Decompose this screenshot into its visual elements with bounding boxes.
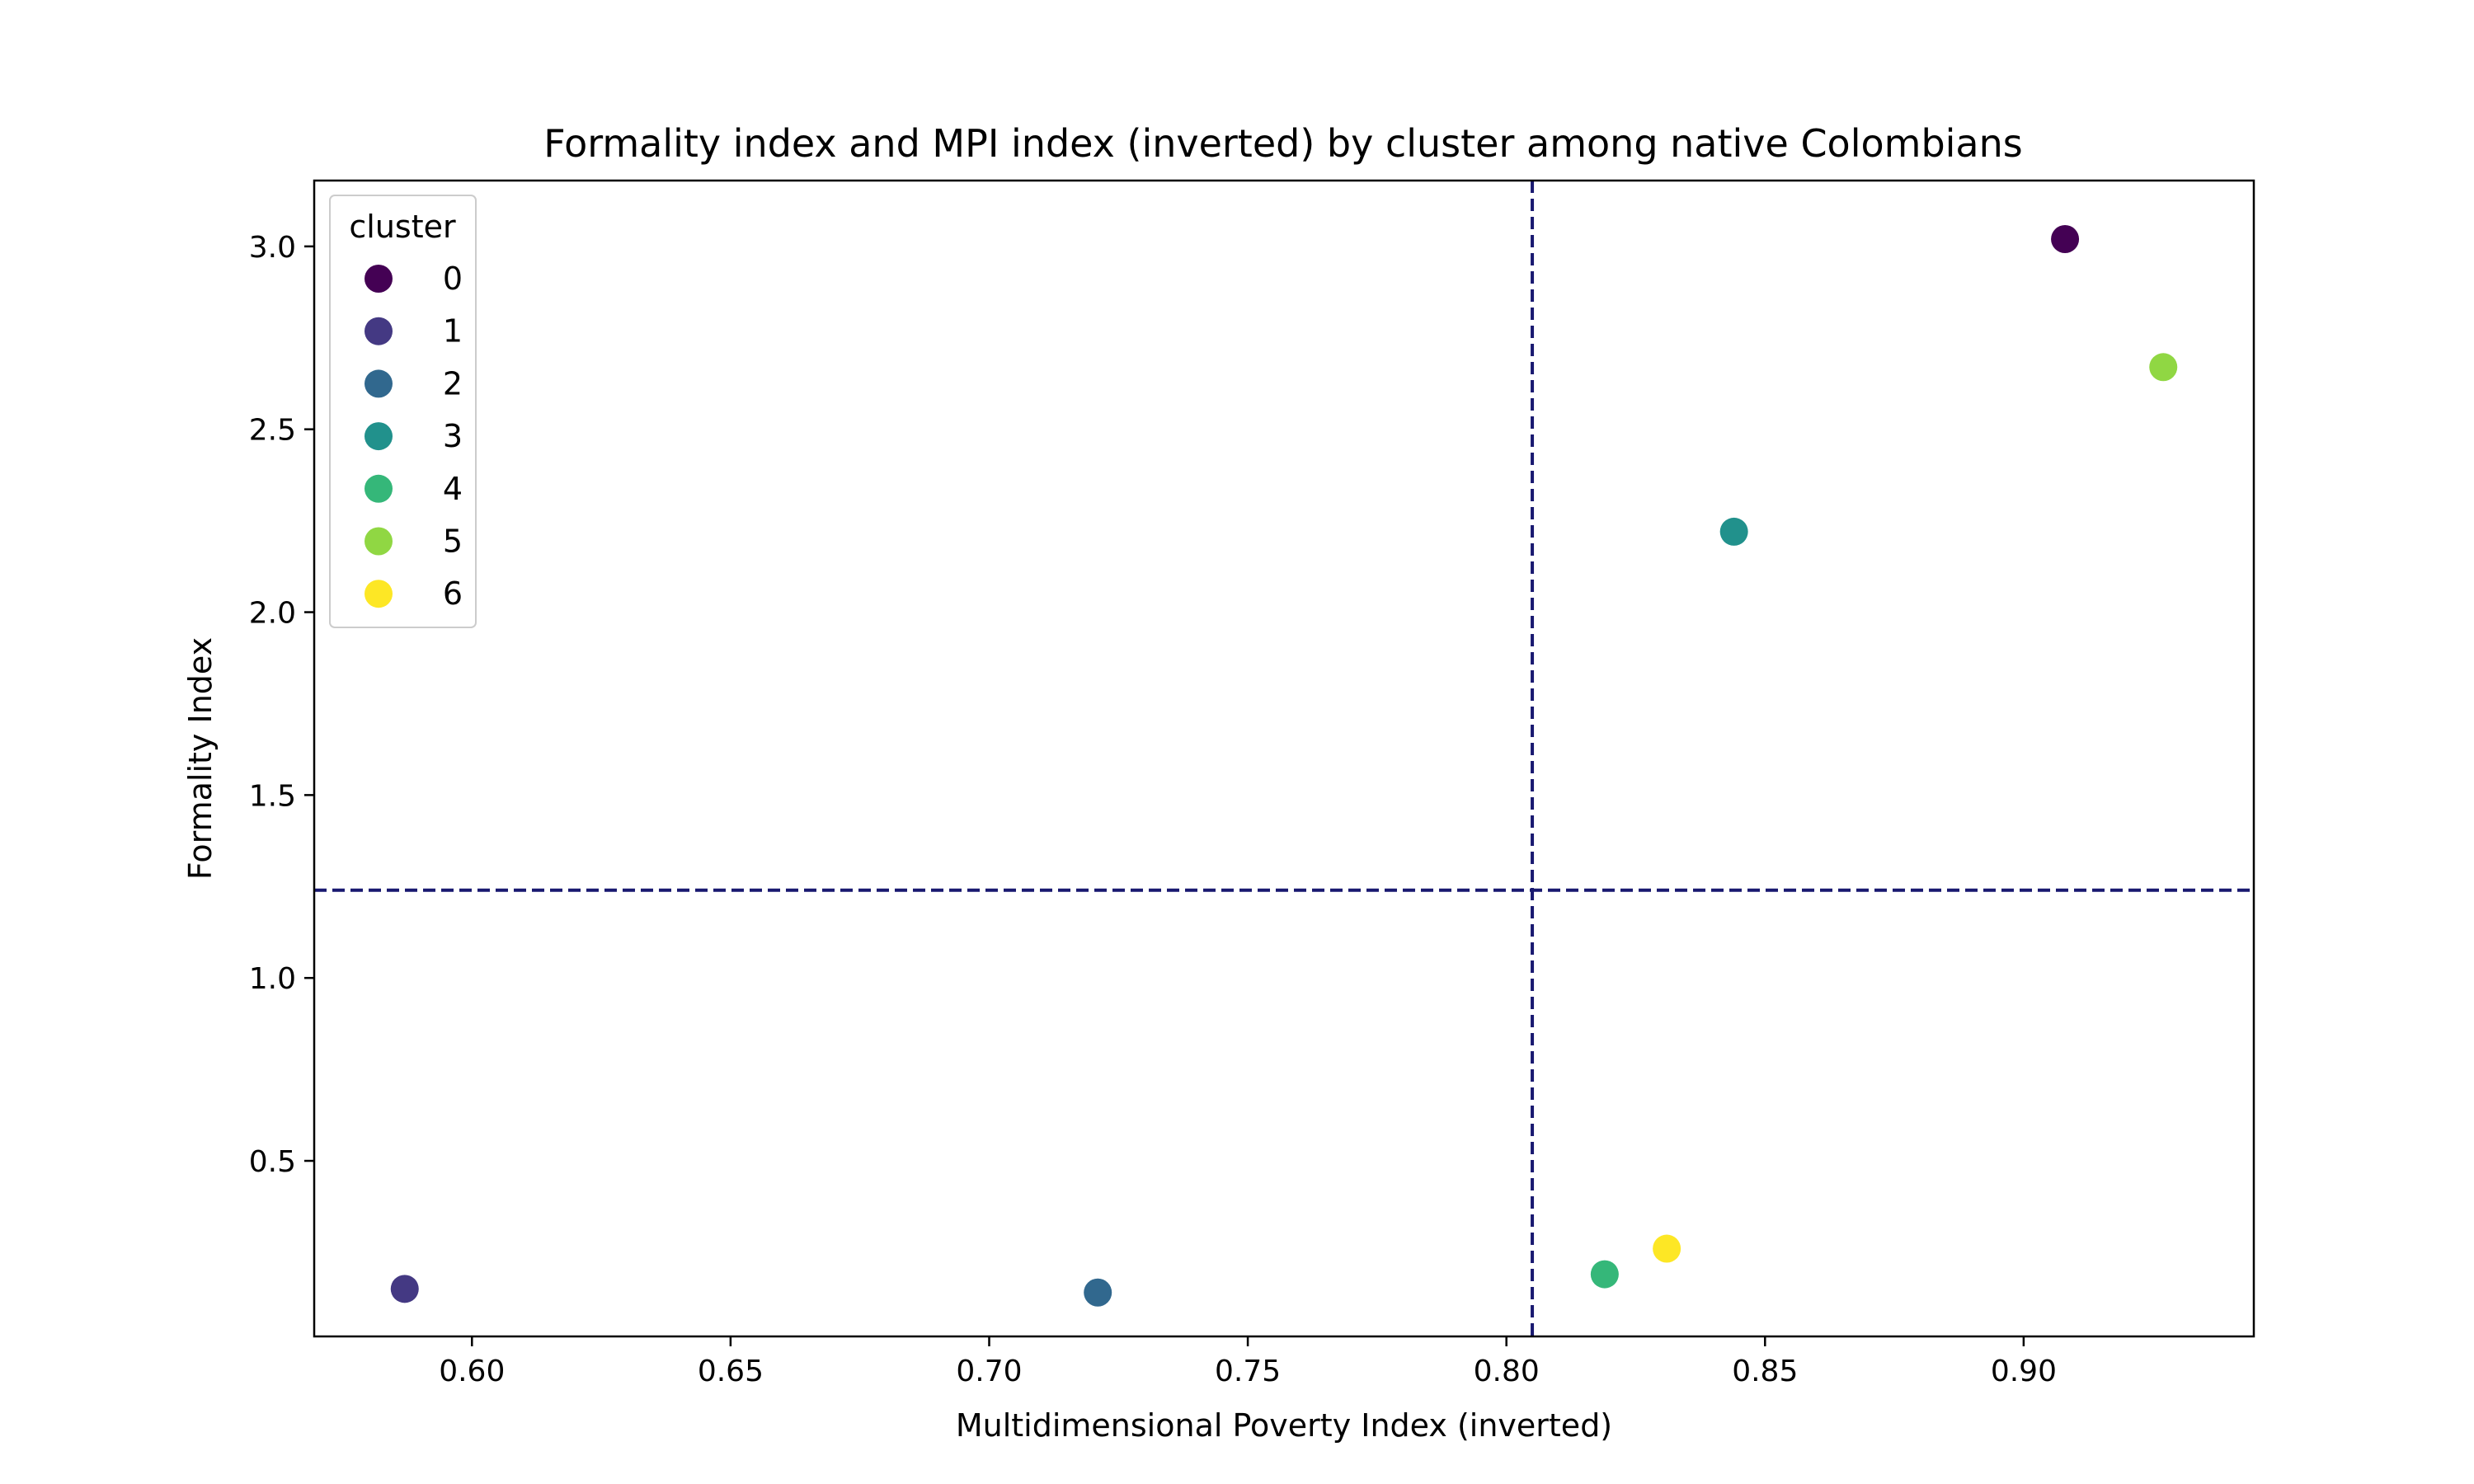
x-tick-label: 0.90 (1991, 1355, 2057, 1388)
legend-marker-cluster-2 (365, 369, 393, 398)
data-point-cluster-5 (2149, 353, 2178, 382)
y-tick-label: 2.0 (249, 597, 296, 631)
legend-marker-cluster-0 (365, 265, 393, 293)
chart-title: Formality index and MPI index (inverted)… (543, 121, 2022, 166)
data-point-cluster-6 (1653, 1234, 1681, 1263)
x-tick-label: 0.80 (1474, 1355, 1540, 1388)
y-tick-label: 1.0 (249, 962, 296, 996)
legend-marker-cluster-3 (365, 422, 393, 451)
legend-frame (329, 195, 477, 628)
legend-label-cluster-5: 5 (443, 524, 463, 560)
legend-label-cluster-0: 0 (443, 261, 463, 297)
x-tick-label: 0.75 (1215, 1355, 1281, 1388)
legend-label-cluster-2: 2 (443, 365, 463, 402)
x-tick-label: 0.65 (698, 1355, 764, 1388)
legend-title: cluster (349, 209, 456, 245)
y-tick-label: 0.5 (249, 1145, 296, 1179)
x-tick-label: 0.60 (439, 1355, 505, 1388)
legend-label-cluster-6: 6 (443, 575, 463, 612)
data-point-cluster-1 (390, 1275, 419, 1303)
legend-marker-cluster-1 (365, 317, 393, 345)
y-tick-label: 2.5 (249, 414, 296, 448)
y-axis-label: Formality Index (182, 637, 219, 880)
plot-area-frame (313, 179, 2255, 1338)
reference-lines (314, 181, 2254, 1336)
legend-label-cluster-4: 4 (443, 471, 463, 507)
y-axis-ticks: 0.5 1.0 1.5 2.0 2.5 3.0 (249, 231, 314, 1179)
x-tick-label: 0.85 (1732, 1355, 1798, 1388)
data-point-cluster-4 (1590, 1260, 1619, 1289)
y-tick-label: 1.5 (249, 779, 296, 813)
y-tick-label: 3.0 (249, 231, 296, 265)
data-point-cluster-0 (2051, 224, 2080, 253)
legend-label-cluster-1: 1 (443, 313, 463, 350)
legend-marker-cluster-4 (365, 474, 393, 503)
x-axis-ticks: 0.60 0.65 0.70 0.75 0.80 0.85 0.90 (439, 1336, 2057, 1388)
legend-marker-cluster-5 (365, 527, 393, 556)
legend-marker-cluster-6 (365, 580, 393, 608)
data-point-cluster-3 (1719, 517, 1748, 546)
x-axis-label: Multidimensional Poverty Index (inverted… (956, 1407, 1612, 1444)
x-tick-label: 0.70 (956, 1355, 1022, 1388)
legend: cluster 0 1 2 3 4 5 6 (329, 195, 477, 628)
data-points (390, 224, 2178, 1307)
legend-label-cluster-3: 3 (443, 418, 463, 454)
legend-items: 0 1 2 3 4 5 6 (365, 261, 463, 612)
data-point-cluster-2 (1084, 1278, 1112, 1307)
